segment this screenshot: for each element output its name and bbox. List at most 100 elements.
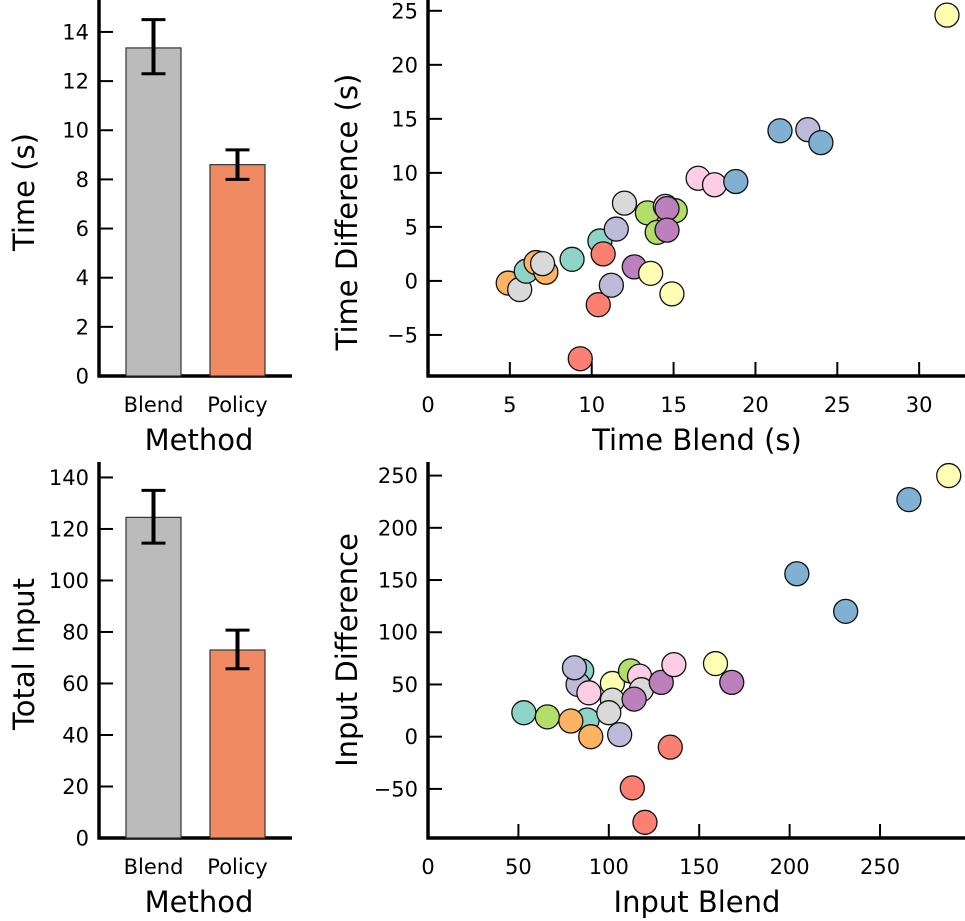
time-scatter-point: [567, 346, 593, 372]
input-scatter-point: [596, 700, 622, 726]
input-scatter-point: [607, 721, 633, 748]
input-scatter-ylabel: Input Difference: [330, 533, 364, 767]
time-scatter-point: [638, 260, 664, 287]
input-bar-panel: 0 20 40 60 80 100 120 140 Blend Policy: [49, 462, 292, 879]
input-scatter-point: [561, 655, 588, 681]
time-scatter-ylabel: Time Difference (s): [330, 74, 364, 352]
time-bar-category-label: Blend: [124, 393, 184, 417]
input-bar-y-tick-label: 100: [49, 569, 89, 593]
time-bar-category-label: Policy: [207, 393, 267, 417]
time-scatter-point: [585, 292, 611, 318]
input-scatter-y-tick-label: 200: [378, 516, 418, 540]
time-scatter-y-tick-label: −5: [387, 323, 418, 347]
input-scatter-x-tick-label: 250: [860, 855, 900, 879]
time-scatter-y-tick-label: 15: [391, 107, 418, 131]
time-scatter-panel: −5 0 5 10 15 20 25 0 5 10 15 20 25 30: [387, 0, 965, 417]
time-bar-y-tick-label: 6: [76, 217, 89, 241]
input-scatter-point: [833, 598, 859, 625]
input-scatter-point: [619, 775, 645, 801]
input-bar-y-tick-label: 60: [62, 672, 89, 696]
input-bar-y-tick-label: 0: [76, 827, 89, 851]
time-scatter-point: [598, 272, 625, 298]
time-bar-y-tick-label: 8: [76, 168, 89, 192]
time-bar-panel: 0 2 4 6 8 10 12 14 Blend Policy: [62, 0, 292, 417]
time-scatter-x-tick-label: 5: [503, 393, 516, 417]
time-scatter-point: [559, 246, 585, 272]
input-scatter-point: [576, 680, 602, 706]
input-scatter-point: [896, 486, 922, 513]
input-scatter-point: [632, 809, 658, 835]
time-scatter-point: [701, 172, 728, 198]
input-scatter-point: [661, 651, 687, 678]
time-scatter-x-tick-label: 15: [660, 393, 687, 417]
time-scatter-x-tick-label: 20: [742, 393, 769, 417]
input-scatter-point: [657, 734, 683, 760]
time-bar-y-tick-label: 10: [62, 119, 89, 143]
time-scatter-y-tick-label: 25: [391, 0, 418, 23]
input-scatter-point: [511, 700, 537, 726]
input-bar-y-tick-label: 140: [49, 466, 89, 490]
input-scatter-xlabel: Input Blend: [614, 885, 781, 919]
time-scatter-y-tick-label: 20: [391, 53, 418, 77]
time-bar-y-tick-label: 14: [62, 20, 89, 44]
time-bar-bar-blend: [125, 47, 182, 377]
input-scatter-point: [719, 669, 745, 696]
time-scatter-x-tick-label: 0: [421, 393, 434, 417]
time-scatter-point: [654, 217, 680, 243]
input-scatter-x-tick-label: 100: [589, 855, 629, 879]
time-scatter-x-tick-label: 10: [578, 393, 605, 417]
input-bar-bar-policy: [209, 649, 266, 839]
input-bar-y-tick-label: 120: [49, 517, 89, 541]
input-scatter-point: [936, 462, 962, 489]
time-scatter-point: [659, 281, 685, 307]
time-bar-ylabel: Time (s): [7, 133, 41, 252]
input-scatter-panel: −50 0 50 100 150 200 250 0 50 100 150 200 250: [374, 462, 965, 879]
time-scatter-y-tick-label: 5: [405, 215, 418, 239]
input-bar-category-label: Blend: [124, 855, 184, 879]
time-scatter-point: [723, 168, 749, 195]
time-scatter-point: [590, 241, 616, 267]
time-scatter-y-tick-label: 10: [391, 161, 418, 185]
input-bar-xlabel: Method: [145, 885, 254, 919]
time-scatter-point: [934, 2, 960, 28]
input-scatter-x-tick-label: 50: [505, 855, 532, 879]
input-bar-ylabel: Total Input: [7, 578, 41, 731]
time-scatter-point: [529, 250, 556, 277]
input-scatter-y-tick-label: 0: [405, 725, 418, 749]
input-scatter-point: [558, 708, 584, 734]
time-bar-xlabel: Method: [145, 423, 254, 457]
input-scatter-x-tick-label: 150: [679, 855, 719, 879]
input-scatter-point: [534, 704, 560, 730]
time-scatter-point: [603, 216, 629, 242]
time-bar-y-tick-label: 0: [76, 365, 89, 389]
input-scatter-x-tick-label: 200: [770, 855, 810, 879]
time-scatter-point: [654, 195, 680, 222]
time-bar-bar-policy: [209, 164, 266, 377]
input-bar-y-tick-label: 20: [62, 775, 89, 799]
input-scatter-y-tick-label: 50: [391, 673, 418, 697]
time-scatter-x-tick-label: 30: [906, 393, 933, 417]
input-scatter-point: [784, 561, 810, 587]
input-scatter-point: [702, 650, 729, 677]
time-scatter-x-tick-label: 25: [824, 393, 851, 417]
input-scatter-point: [621, 686, 647, 712]
time-bar-y-tick-label: 2: [76, 315, 89, 339]
input-bar-bar-blend: [125, 516, 182, 839]
time-scatter-y-tick-label: 0: [405, 269, 418, 293]
time-bar-y-tick-label: 12: [62, 70, 89, 94]
input-scatter-x-tick-label: 0: [421, 855, 434, 879]
input-scatter-y-tick-label: −50: [374, 777, 418, 801]
input-scatter-y-tick-label: 150: [378, 569, 418, 593]
time-bar-y-tick-label: 4: [76, 266, 89, 290]
time-scatter-point: [808, 129, 834, 156]
input-bar-y-tick-label: 80: [62, 620, 89, 644]
time-scatter-point: [611, 190, 638, 216]
input-scatter-y-tick-label: 100: [378, 621, 418, 645]
time-scatter-xlabel: Time Blend (s): [591, 423, 802, 457]
input-bar-y-tick-label: 40: [62, 723, 89, 747]
input-scatter-point: [578, 724, 604, 750]
time-scatter-point: [767, 118, 793, 144]
input-scatter-point: [648, 669, 674, 696]
input-scatter-y-tick-label: 250: [378, 464, 418, 488]
